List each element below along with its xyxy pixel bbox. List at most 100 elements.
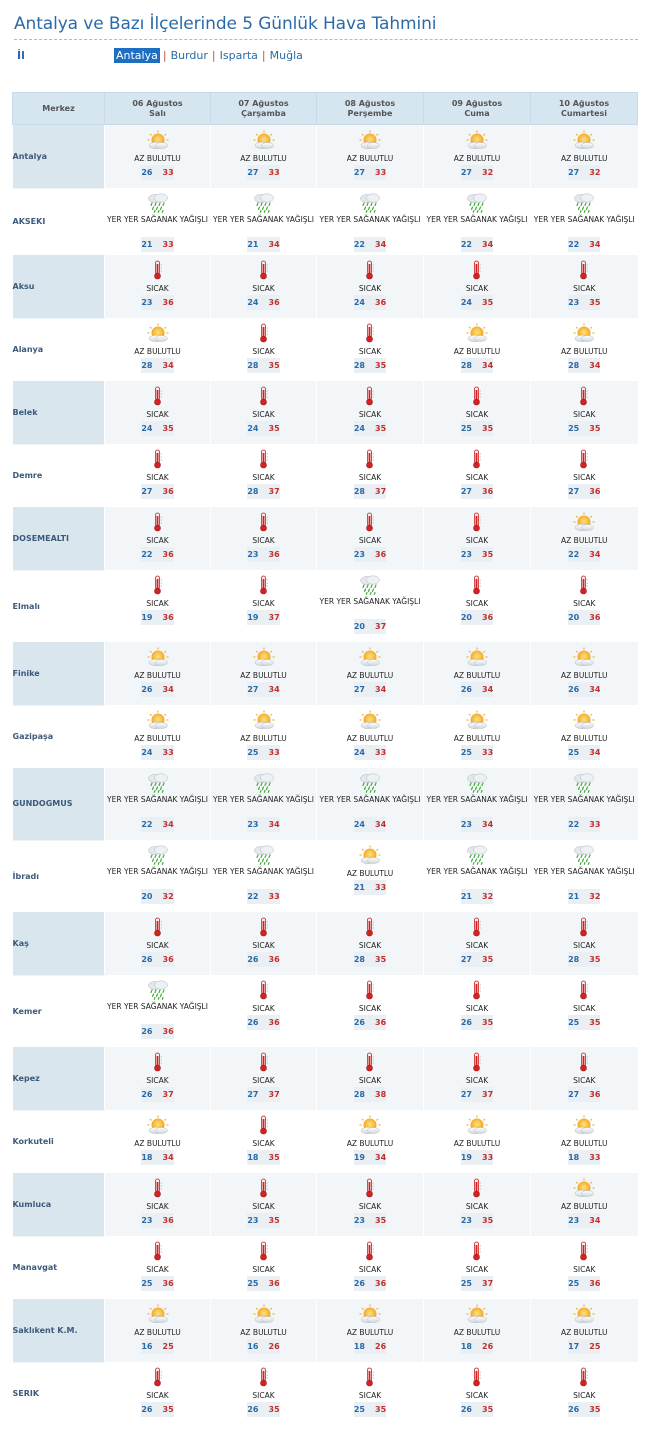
- city-name[interactable]: Manavgat: [12, 1236, 105, 1299]
- min-temp: 24: [141, 748, 153, 757]
- forecast-cell: SICAK 20 36: [423, 570, 531, 642]
- province-link-burdur[interactable]: Burdur: [170, 49, 208, 62]
- day-date: 08 Ağustos: [344, 98, 396, 108]
- condition-label: SICAK: [358, 473, 382, 482]
- temperature-range: 25 33: [460, 745, 494, 760]
- max-temp: 37: [268, 1090, 280, 1099]
- min-temp: 26: [141, 1090, 153, 1099]
- thermometer-icon: [253, 386, 275, 406]
- city-name[interactable]: Antalya: [12, 124, 105, 189]
- condition-label: AZ BULUTLU: [453, 1139, 501, 1148]
- min-temp: 26: [141, 168, 153, 177]
- table-row: Manavgat SICAK 25 36 SICAK 25 36 SICAK 26 36 SICAK…: [12, 1236, 638, 1299]
- forecast-cell: SICAK 28 35: [210, 318, 317, 381]
- temperature-range: 23 36: [353, 547, 387, 562]
- max-temp: 32: [162, 892, 174, 901]
- city-name[interactable]: İbradı: [12, 840, 105, 912]
- city-name[interactable]: Gazipaşa: [12, 705, 105, 768]
- condition-label: YER YER SAĞANAK YAĞIŞLI: [319, 795, 421, 804]
- min-temp: 28: [353, 487, 365, 496]
- thermometer-icon: [147, 575, 169, 595]
- condition-label: AZ BULUTLU: [453, 1328, 501, 1337]
- temperature-range: 24 36: [247, 295, 280, 310]
- min-temp: 22: [353, 240, 365, 249]
- forecast-cell: SICAK 24 36: [316, 255, 424, 318]
- condition-label: SICAK: [252, 599, 275, 608]
- thermometer-icon: [466, 980, 488, 1000]
- temperature-range: 23 36: [247, 547, 280, 562]
- city-name[interactable]: Finike: [12, 642, 105, 706]
- temperature-range: 27 36: [568, 1087, 601, 1102]
- city-name[interactable]: Demre: [12, 444, 105, 507]
- max-temp: 34: [162, 1153, 174, 1162]
- temperature-range: 23 36: [141, 1213, 174, 1228]
- city-name[interactable]: AKSEKI: [12, 188, 105, 255]
- city-name[interactable]: Kepez: [12, 1047, 105, 1111]
- condition-label: SICAK: [573, 941, 596, 950]
- max-temp: 35: [375, 955, 387, 964]
- province-link-isparta[interactable]: Isparta: [219, 49, 258, 62]
- forecast-cell: SICAK 28 35: [316, 318, 424, 381]
- city-name[interactable]: Alanya: [12, 318, 105, 381]
- forecast-cell: SICAK 25 35: [530, 381, 638, 444]
- city-name[interactable]: Elmalı: [12, 570, 105, 642]
- forecast-cell: SICAK 26 35: [530, 1362, 638, 1425]
- province-link-muğla[interactable]: Muğla: [269, 49, 303, 62]
- condition-label: AZ BULUTLU: [561, 347, 608, 356]
- forecast-cell: AZ BULUTLU 19 33: [423, 1110, 531, 1173]
- city-name[interactable]: Kaş: [12, 912, 105, 976]
- forecast-cell: AZ BULUTLU 19 34: [316, 1110, 424, 1173]
- city-name[interactable]: SERIK: [12, 1362, 105, 1425]
- max-temp: 36: [589, 613, 601, 622]
- max-temp: 36: [162, 955, 174, 964]
- shower-icon: [253, 773, 275, 793]
- max-temp: 26: [268, 1342, 280, 1351]
- thermometer-icon: [466, 1367, 488, 1387]
- temperature-range: 22 34: [141, 817, 174, 832]
- max-temp: 34: [482, 820, 494, 829]
- city-name[interactable]: DOSEMEALTI: [12, 507, 105, 571]
- forecast-cell: SICAK 18 35: [210, 1110, 317, 1173]
- temperature-range: 23 35: [460, 547, 494, 562]
- min-temp: 26: [568, 1405, 580, 1414]
- city-name[interactable]: Belek: [12, 381, 105, 445]
- column-header-day: 06 Ağustos Salı: [104, 92, 211, 125]
- condition-label: SICAK: [358, 410, 382, 419]
- condition-label: SICAK: [465, 1004, 489, 1013]
- max-temp: 35: [589, 1018, 601, 1027]
- partly-cloudy-icon: [147, 1304, 169, 1324]
- condition-label: AZ BULUTLU: [346, 1139, 394, 1148]
- city-name[interactable]: GUNDOGMUS: [12, 768, 105, 841]
- title-divider: [14, 39, 638, 40]
- max-temp: 34: [162, 820, 174, 829]
- temperature-range: 24 33: [141, 745, 174, 760]
- province-link-antalya[interactable]: Antalya: [114, 48, 160, 63]
- max-temp: 32: [482, 168, 494, 177]
- shower-icon: [147, 773, 169, 793]
- min-temp: 23: [460, 1216, 472, 1225]
- city-name[interactable]: Kumluca: [12, 1173, 105, 1237]
- city-name[interactable]: Aksu: [12, 255, 105, 319]
- min-temp: 24: [353, 820, 365, 829]
- min-temp: 23: [141, 298, 153, 307]
- min-temp: 19: [247, 613, 259, 622]
- city-name[interactable]: Korkuteli: [12, 1110, 105, 1173]
- city-name[interactable]: Saklıkent K.M.: [12, 1299, 105, 1363]
- thermometer-icon: [253, 1115, 275, 1135]
- thermometer-icon: [359, 1367, 381, 1387]
- day-weekday: Cuma: [464, 108, 490, 118]
- condition-label: YER YER SAĞANAK YAĞIŞLI: [213, 215, 314, 224]
- temperature-range: 26 36: [141, 1024, 174, 1039]
- max-temp: 34: [268, 240, 280, 249]
- min-temp: 23: [247, 550, 259, 559]
- temperature-range: 25 36: [141, 1276, 174, 1291]
- temperature-range: 26 36: [247, 952, 280, 967]
- min-temp: 28: [247, 361, 259, 370]
- max-temp: 34: [162, 361, 174, 370]
- forecast-cell: AZ BULUTLU 18 26: [423, 1299, 531, 1362]
- temperature-range: 25 36: [568, 1276, 601, 1291]
- condition-label: SICAK: [146, 941, 169, 950]
- max-temp: 35: [268, 1216, 280, 1225]
- city-name[interactable]: Kemer: [12, 975, 105, 1047]
- shower-icon: [573, 845, 595, 865]
